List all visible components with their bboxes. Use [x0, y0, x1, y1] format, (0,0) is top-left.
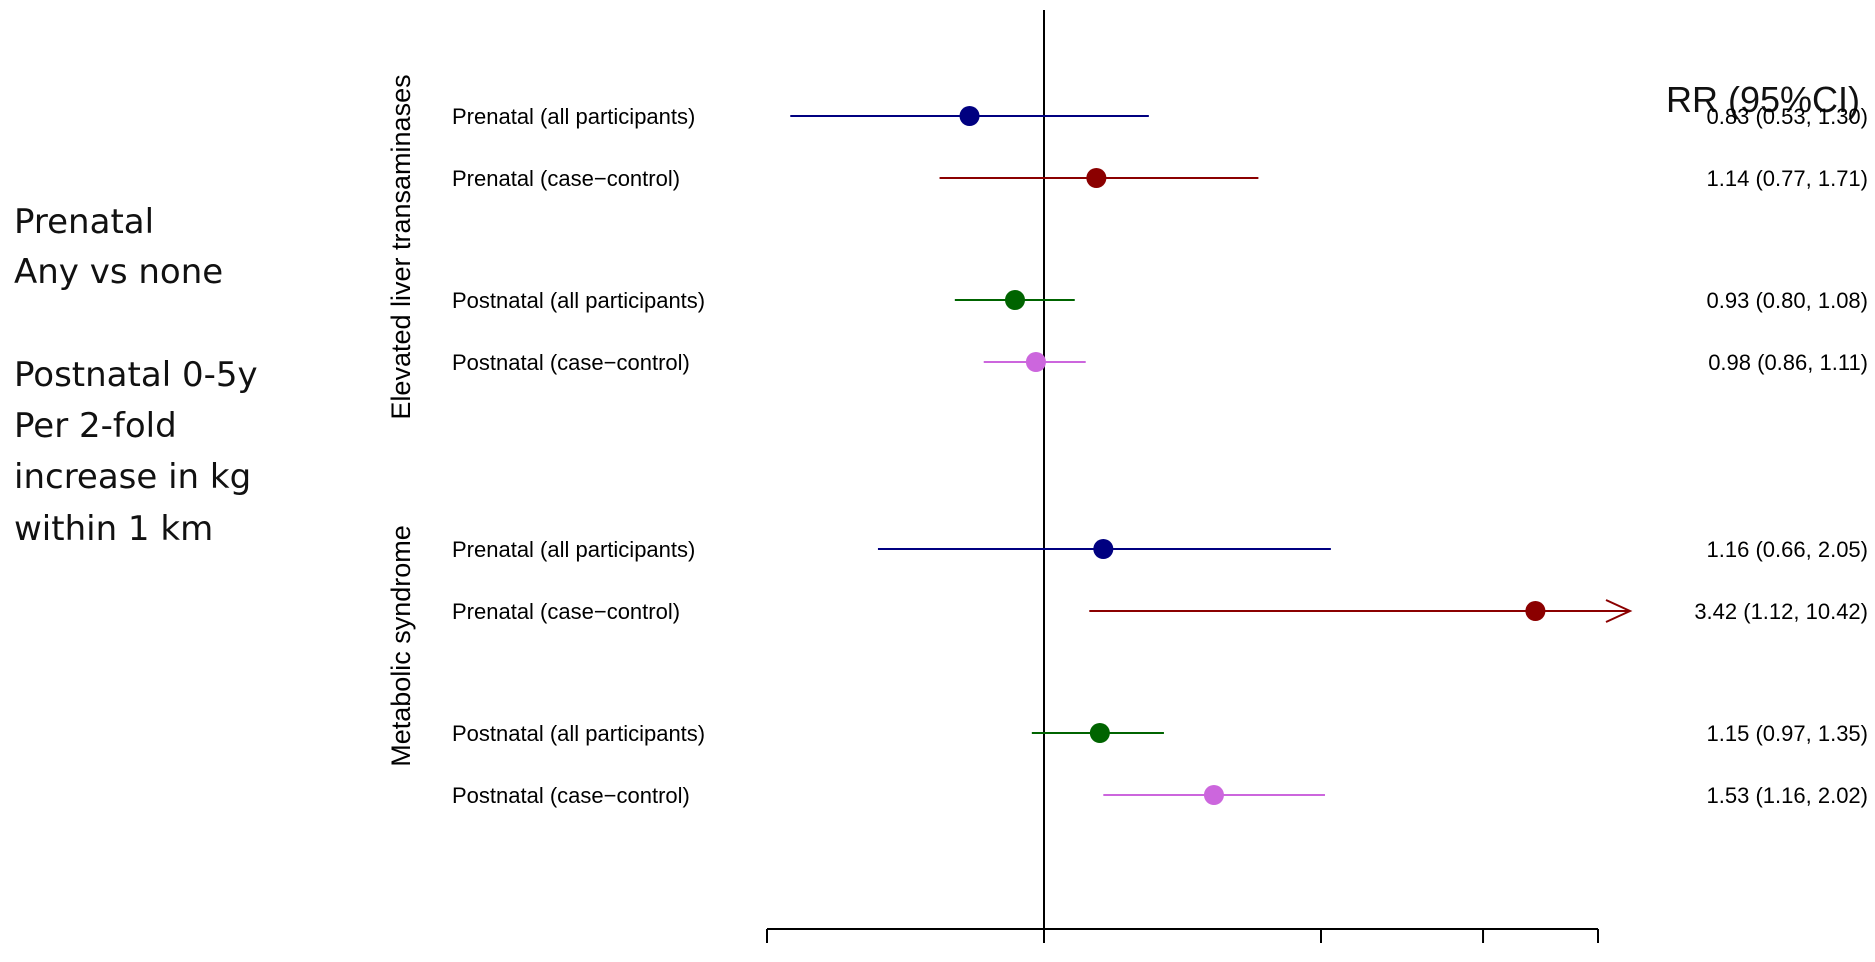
row-label: Postnatal (case−control) [452, 350, 690, 375]
rr-point [1203, 785, 1224, 805]
row-label: Prenatal (case−control) [452, 166, 680, 191]
rr-point [959, 106, 980, 126]
rr-point [1025, 352, 1046, 372]
row-label: Prenatal (case−control) [452, 599, 680, 624]
postnatal-note-title: Postnatal 0-5y [14, 355, 258, 395]
group-label: Elevated liver transaminases [386, 74, 416, 419]
prenatal-note-title: Prenatal [14, 202, 155, 242]
group-label: Metabolic syndrome [386, 525, 416, 767]
rr-point [1086, 168, 1107, 188]
postnatal-note-line3: increase in kg [14, 457, 252, 497]
ci-text: 3.42 (1.12, 10.42) [1694, 599, 1868, 624]
postnatal-note-line2: Per 2-fold [14, 406, 177, 446]
ci-text: 1.15 (0.97, 1.35) [1707, 721, 1868, 746]
prenatal-note-desc: Any vs none [14, 252, 224, 292]
row-label: Postnatal (all participants) [452, 721, 705, 746]
rr-point [1004, 290, 1025, 310]
row-label: Prenatal (all participants) [452, 537, 695, 562]
row-label: Postnatal (case−control) [452, 783, 690, 808]
row-label: Postnatal (all participants) [452, 288, 705, 313]
postnatal-note-line4: within 1 km [14, 509, 214, 549]
rr-point [1089, 723, 1110, 743]
ci-text: 0.98 (0.86, 1.11) [1708, 350, 1868, 375]
row-label: Prenatal (all participants) [452, 104, 695, 129]
ci-text: 1.16 (0.66, 2.05) [1707, 537, 1868, 562]
ci-text: 0.83 (0.53, 1.30) [1707, 104, 1868, 129]
ci-text: 1.53 (1.16, 2.02) [1707, 783, 1868, 808]
ci-text: 1.14 (0.77, 1.71) [1707, 166, 1868, 191]
ci-truncation-arrow [1605, 599, 1633, 623]
rr-point [1525, 601, 1546, 621]
estimate-column-header: RR (95%CI) [1666, 79, 1860, 120]
ci-text: 0.93 (0.80, 1.08) [1707, 288, 1868, 313]
rr-point [1093, 539, 1114, 559]
